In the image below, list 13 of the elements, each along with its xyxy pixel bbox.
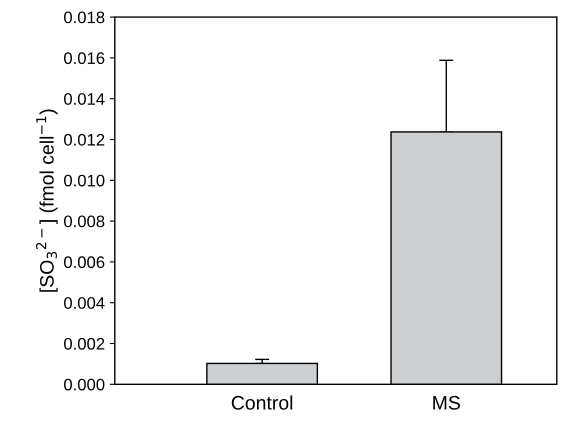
y-tick-label: 0.004	[64, 297, 105, 309]
y-tick-label: 0.014	[64, 93, 105, 105]
y-tick-label: 0.002	[64, 338, 104, 350]
y-tick-label: 0.010	[64, 174, 104, 186]
x-tick-label: MS	[433, 396, 460, 410]
y-axis-title: [SO$_{3}$$^{2−}$] (fmol cell$^{−1}$)	[36, 110, 58, 292]
y-tick-label: 0.006	[64, 256, 104, 268]
y-tick-label: 0.012	[64, 134, 104, 146]
y-tick-label: 0.008	[64, 215, 104, 228]
y-tick-label: 0.000	[64, 378, 104, 391]
y-tick-label: 0.016	[64, 52, 104, 64]
y-tick-label: 0.018	[64, 11, 104, 24]
x-tick-label: Control	[232, 395, 292, 410]
